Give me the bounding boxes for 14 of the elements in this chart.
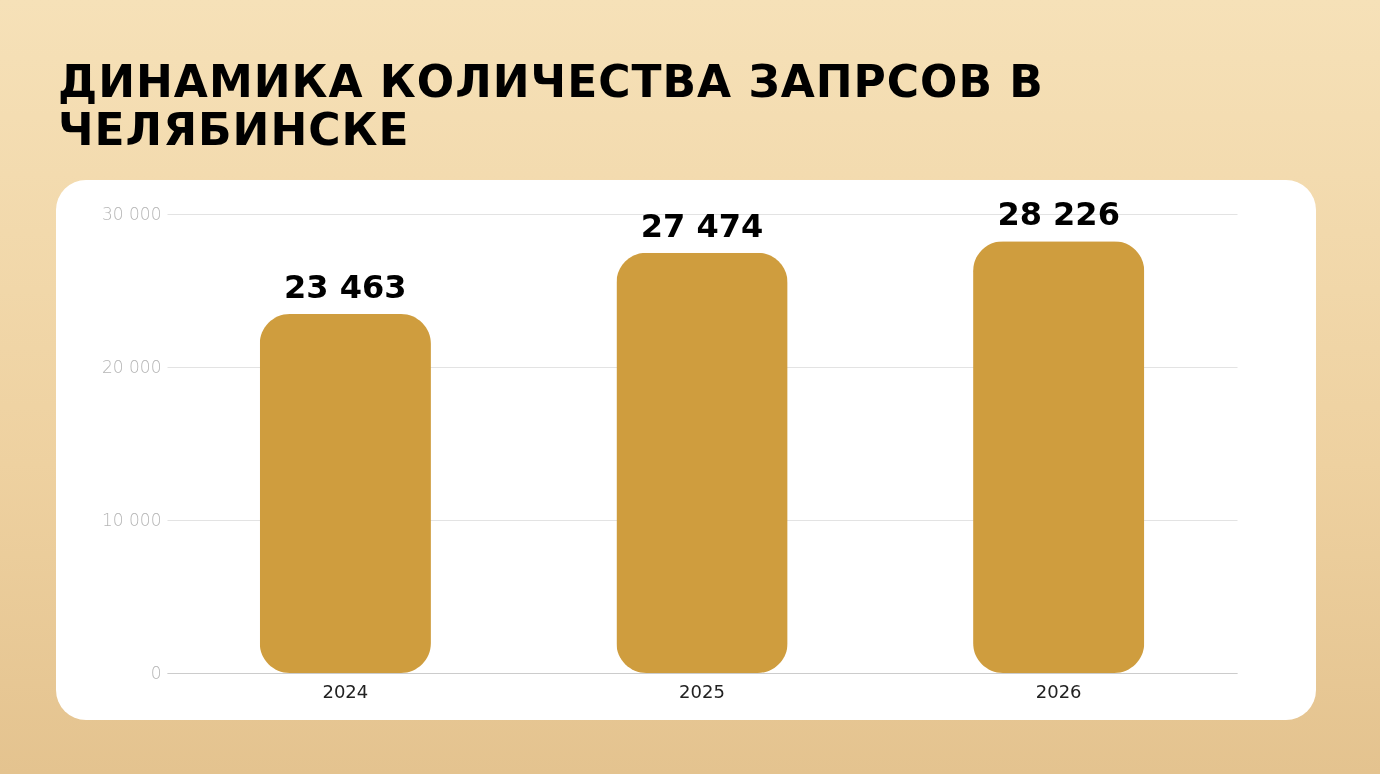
bar — [259, 314, 431, 673]
y-tick-label: 0 — [150, 662, 162, 683]
bar — [973, 241, 1145, 673]
chart-title: ДИНАМИКА КОЛИЧЕСТВА ЗАПРСОВ В ЧЕЛЯБИНСКЕ — [58, 56, 1045, 156]
bar — [616, 252, 788, 673]
data-label: 28 226 — [997, 195, 1120, 234]
y-tick-label: 30 000 — [102, 203, 162, 224]
data-label: 23 463 — [284, 268, 407, 307]
x-tick-label: 2025 — [679, 680, 725, 702]
data-label: 27 474 — [640, 206, 764, 245]
x-tick-label: 2024 — [322, 680, 369, 702]
x-tick-label: 2026 — [1035, 680, 1082, 702]
y-tick-label: 20 000 — [102, 356, 162, 377]
y-tick-label: 10 000 — [102, 509, 162, 530]
